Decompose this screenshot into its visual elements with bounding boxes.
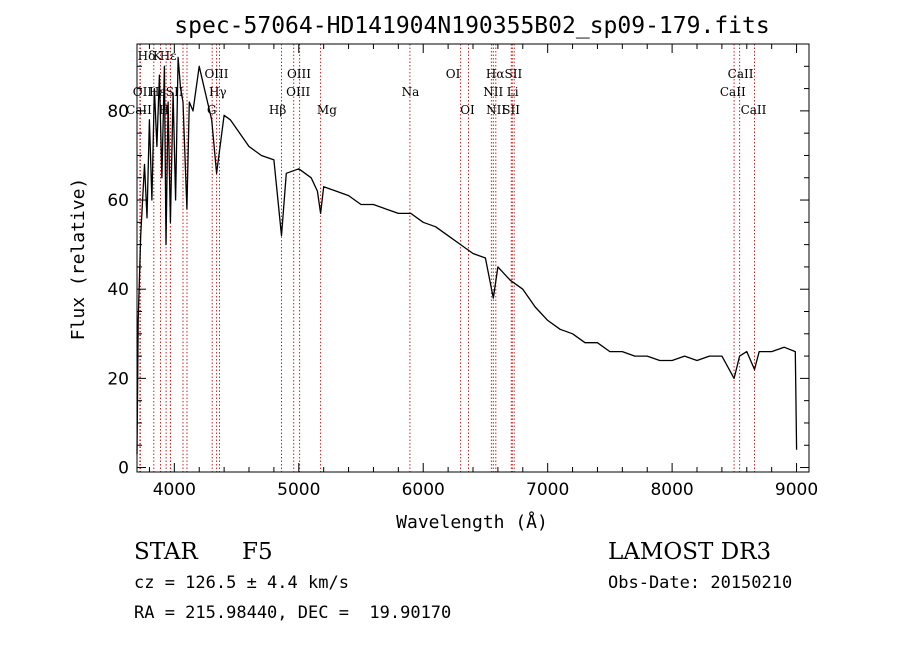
spectral-line-label-1: K [153,49,163,63]
x-axis-label: Wavelength (Å) [396,511,548,533]
spectral-line-label-16: Li [507,85,519,99]
spectral-line-label-9: OII [133,85,153,99]
spectral-line-label-2: Hε [160,49,177,63]
y-axis-label: Flux (relative) [68,178,89,341]
survey-label: LAMOST DR3 [608,539,772,565]
spectral-line-label-25: SII [502,103,520,117]
spectral-line-label-26: CaII [741,103,767,117]
spectral-line-label-6: Hα [486,67,505,81]
spectral-line-label-20: G [207,103,217,117]
x-tick-label-7000: 7000 [526,480,569,500]
spectral-line-label-3: OIII [204,67,228,81]
spectral-line-label-17: CaII [720,85,746,99]
spectral-line-label-7: SII [505,67,523,81]
coordinates-label: RA = 215.98440, DEC = 19.90170 [134,603,452,623]
spectral-line-label-18: CaII [126,103,152,117]
object-class: STAR [134,539,198,565]
redshift-label: cz = 126.5 ± 4.4 km/s [134,573,349,593]
spectral-line-label-4: OIII [287,67,311,81]
spectral-line-label-21: Hβ [269,103,286,117]
spectral-line-label-0: Hδ [138,49,156,63]
spectral-line-label-8: CaII [728,67,754,81]
y-tick-label-60: 60 [107,191,129,211]
x-tick-label-5000: 5000 [277,480,320,500]
spectral-line-label-14: Na [402,85,420,99]
y-tick-label-40: 40 [107,280,129,300]
x-tick-label-4000: 4000 [153,480,196,500]
x-tick-label-6000: 6000 [402,480,445,500]
chart-title: spec-57064-HD141904N190355B02_sp09-179.f… [174,13,769,39]
x-tick-label-9000: 9000 [775,480,818,500]
y-tick-label-20: 20 [107,369,129,389]
spectral-line-label-12: Hγ [209,85,227,99]
spectral-line-label-23: OI [460,103,475,117]
spectral-line-label-24: NII [486,103,506,117]
object-subclass: F5 [242,539,273,565]
spectral-line-label-15: NII [483,85,503,99]
spectral-line-label-11: SII [166,85,184,99]
y-tick-label-80: 80 [107,102,129,122]
spectral-line-label-5: OI [446,67,461,81]
x-tick-label-8000: 8000 [650,480,693,500]
spectral-line-label-19: H [159,103,169,117]
y-tick-label-0: 0 [118,459,129,479]
obs-date-label: Obs-Date: 20150210 [608,573,793,593]
spectral-line-label-10: Hε [149,85,166,99]
spectrum-series-line [136,56,798,455]
spectral-line-label-13: OIII [286,85,310,99]
spectral-line-label-22: Mg [317,103,337,117]
